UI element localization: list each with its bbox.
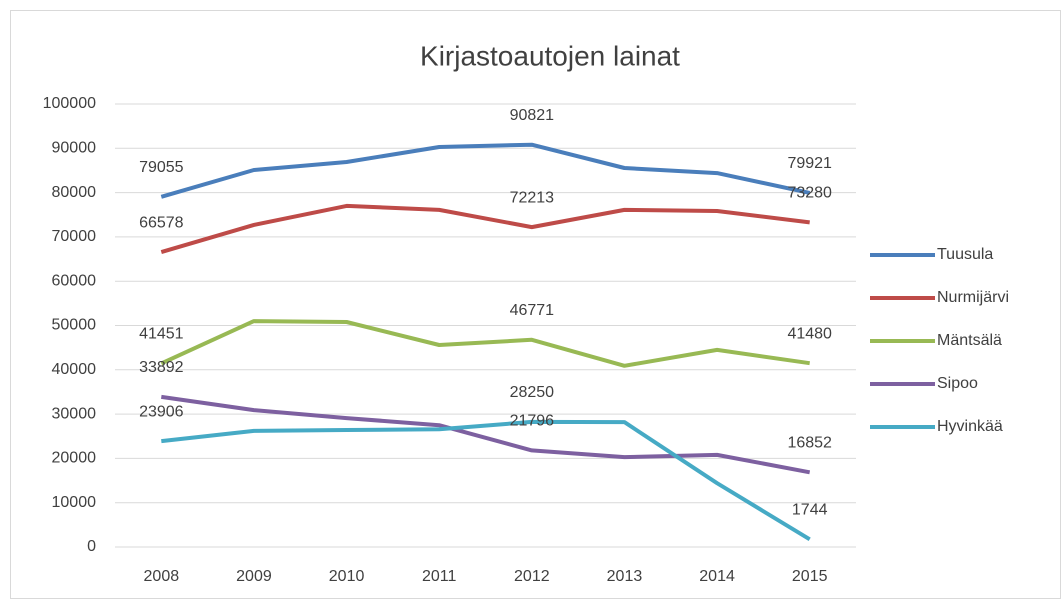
data-label: 72213 — [510, 189, 555, 206]
data-label: 1744 — [792, 501, 828, 518]
data-label: 16852 — [787, 435, 832, 452]
data-label: 79055 — [139, 159, 184, 176]
data-label: 66578 — [139, 214, 184, 231]
legend-label: Sipoo — [937, 375, 978, 392]
y-tick-label: 70000 — [52, 228, 97, 245]
y-tick-label: 40000 — [52, 361, 97, 378]
x-tick-label: 2013 — [607, 568, 643, 585]
legend-label: Tuusula — [937, 246, 993, 263]
series-line — [160, 203, 810, 255]
x-tick-label: 2011 — [422, 568, 457, 585]
series-line — [161, 419, 811, 542]
x-tick-label: 2009 — [236, 568, 272, 585]
chart-border — [10, 10, 1061, 599]
data-label: 73280 — [787, 185, 832, 202]
legend-label: Hyvinkää — [937, 418, 1003, 435]
data-label: 90821 — [510, 107, 555, 124]
y-tick-label: 30000 — [52, 405, 97, 422]
x-tick-label: 2010 — [329, 568, 365, 585]
chart-title: Kirjastoautojen lainat — [420, 40, 680, 71]
legend-label: Mäntsälä — [937, 332, 1002, 349]
data-label: 79921 — [787, 155, 832, 172]
y-tick-label: 80000 — [52, 184, 97, 201]
y-tick-label: 0 — [87, 538, 96, 555]
y-tick-label: 60000 — [52, 272, 97, 289]
data-label: 21796 — [510, 413, 555, 430]
series-line — [160, 142, 811, 199]
x-tick-label: 2014 — [699, 568, 735, 585]
y-tick-label: 20000 — [52, 450, 97, 467]
data-label: 23906 — [139, 403, 184, 420]
legend-label: Nurmijärvi — [937, 289, 1009, 306]
y-tick-label: 10000 — [52, 494, 97, 511]
data-label: 41451 — [139, 326, 184, 343]
x-tick-label: 2015 — [792, 568, 828, 585]
x-tick-label: 2008 — [144, 568, 180, 585]
x-tick-label: 2012 — [514, 568, 550, 585]
series-line — [160, 319, 810, 368]
data-label: 28250 — [510, 384, 555, 401]
data-label: 41480 — [787, 325, 832, 342]
data-label: 33892 — [139, 359, 184, 376]
y-tick-label: 90000 — [52, 140, 97, 157]
y-tick-label: 100000 — [43, 95, 96, 112]
series-line — [161, 394, 811, 475]
y-tick-label: 50000 — [52, 317, 97, 334]
data-label: 46771 — [510, 302, 555, 319]
